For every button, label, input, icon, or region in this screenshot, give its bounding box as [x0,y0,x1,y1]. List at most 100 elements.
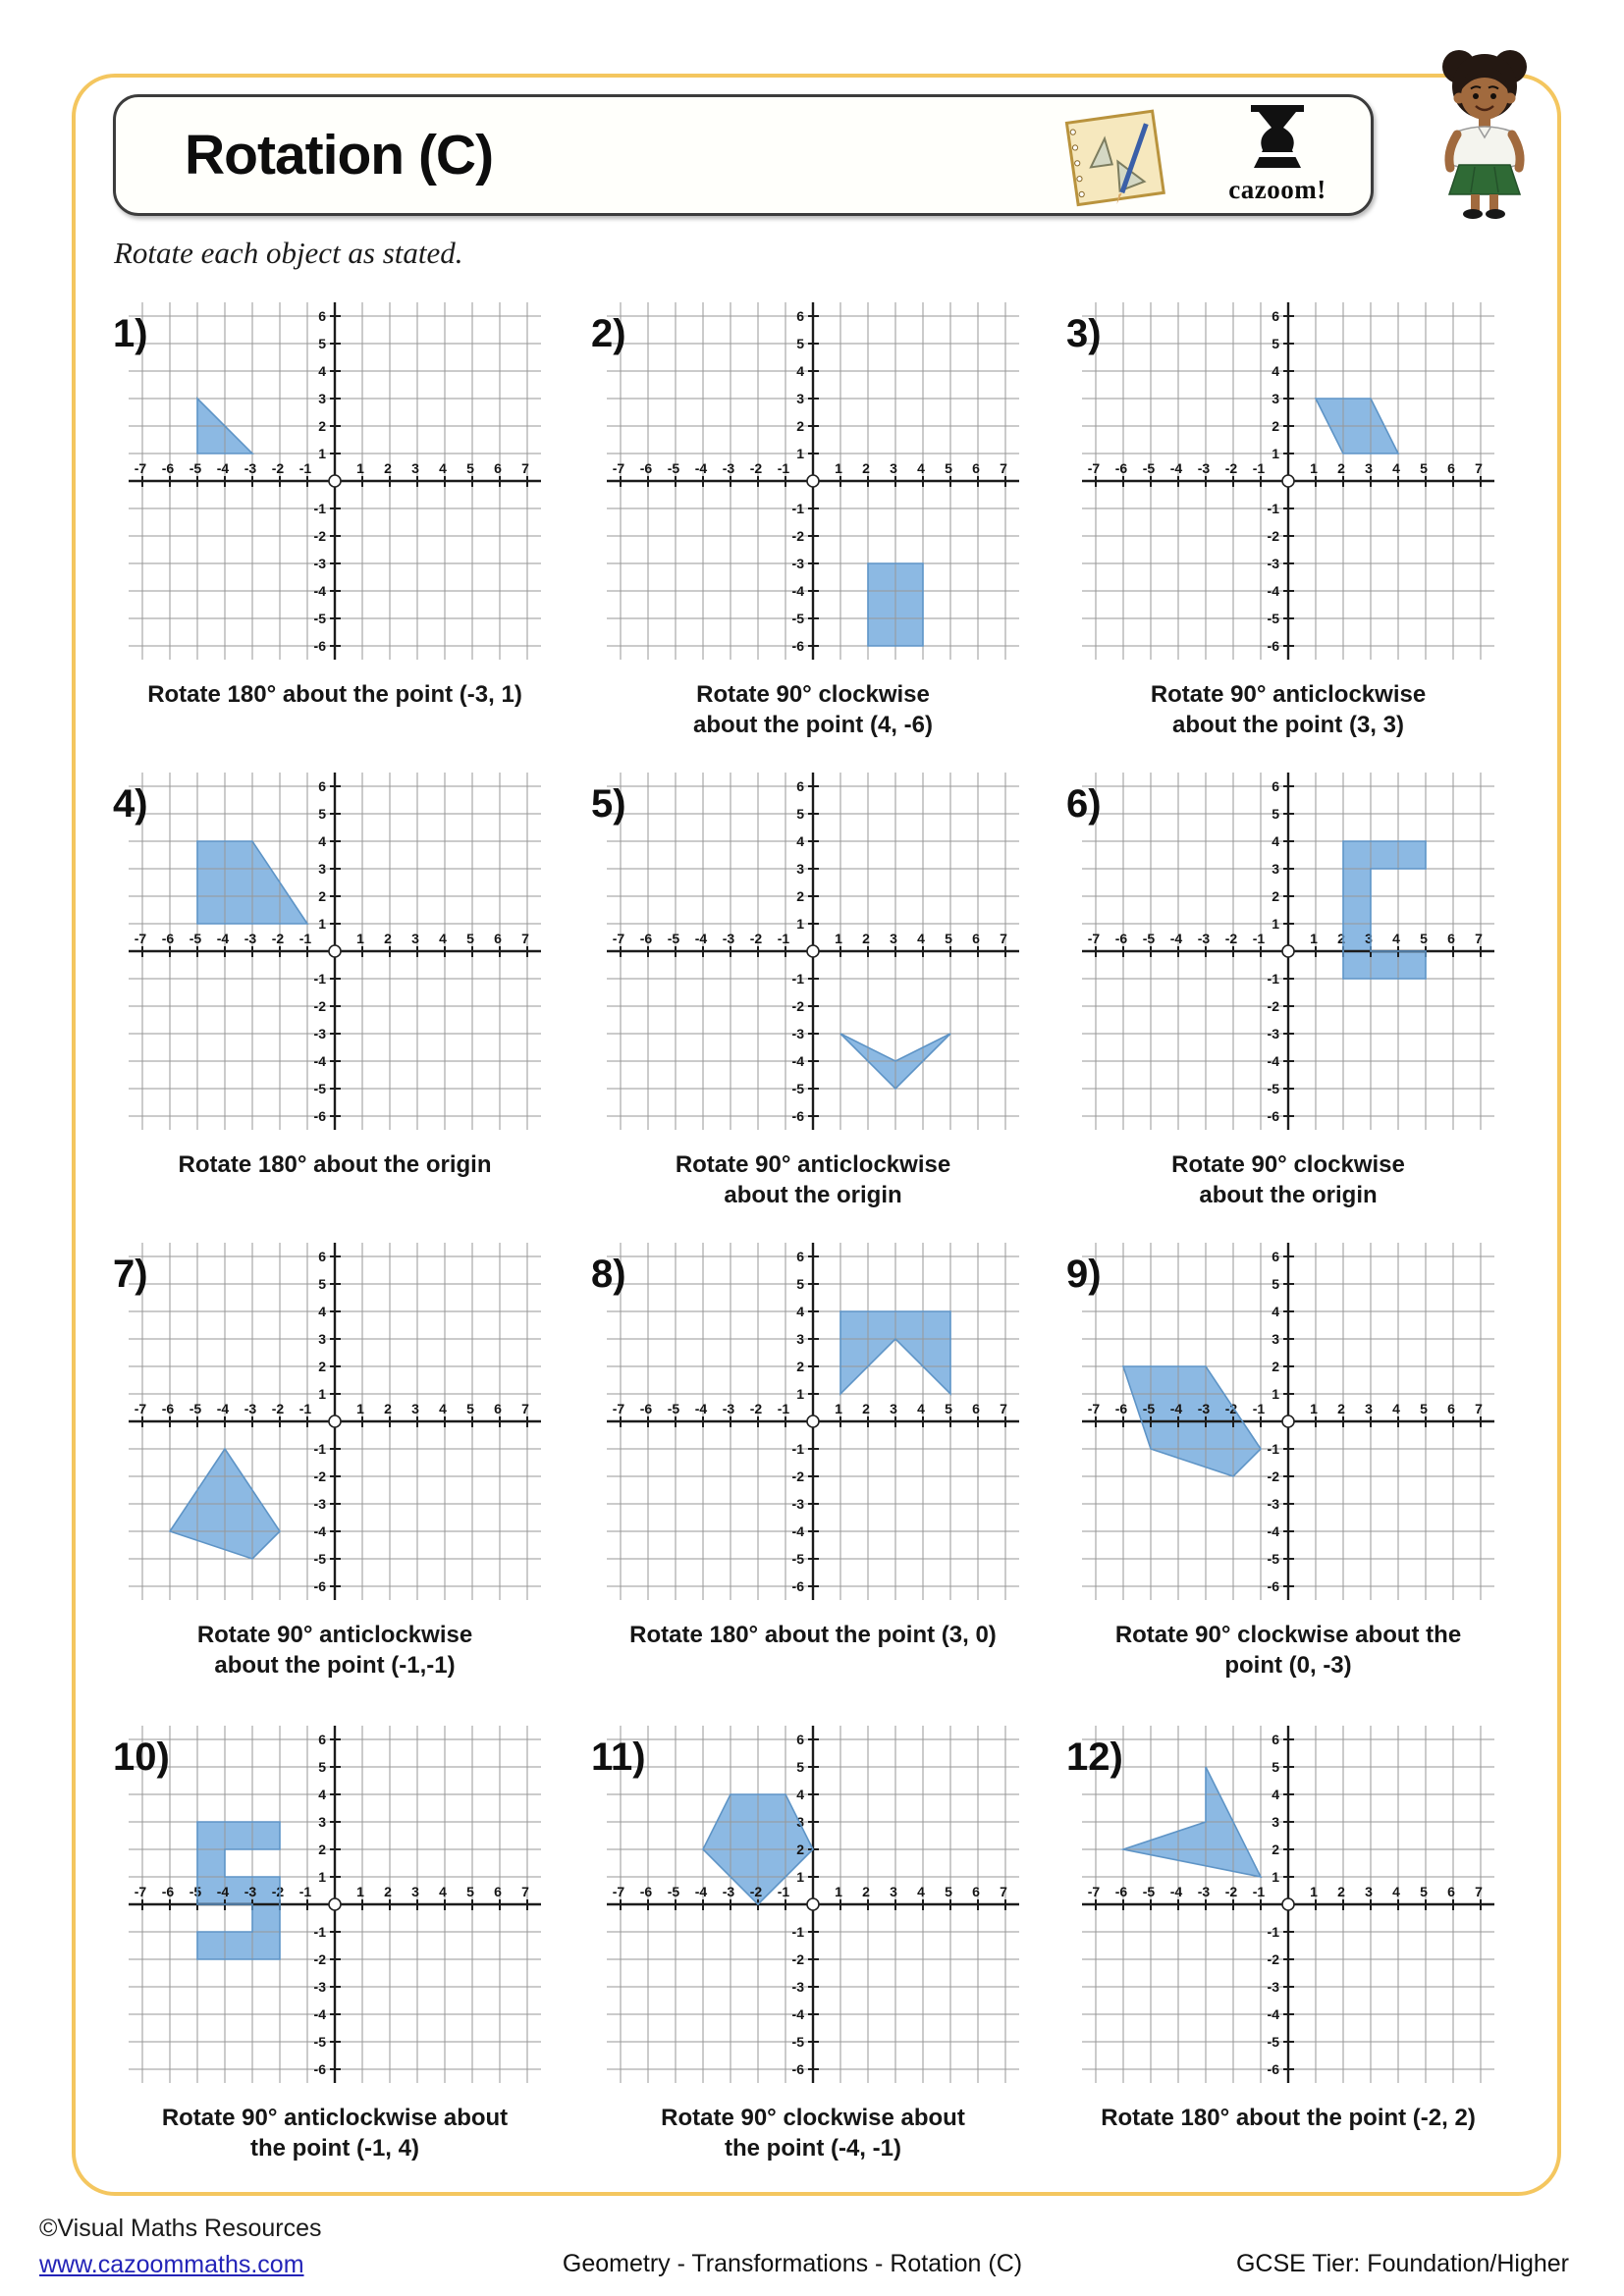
website-link[interactable]: www.cazoommaths.com [39,2251,304,2278]
svg-text:7: 7 [1475,1884,1483,1899]
svg-text:2: 2 [1337,1884,1345,1899]
svg-text:3: 3 [1272,861,1279,877]
svg-text:4: 4 [1272,1304,1279,1319]
problem-number: 1) [113,312,148,355]
svg-text:-6: -6 [314,2061,327,2077]
svg-text:-2: -2 [792,998,805,1014]
svg-text:3: 3 [411,1401,419,1416]
coordinate-grid: -7 -6 -5 -4 -3 -2 -1 1 2 3 4 5 6 7 -6 -5 -4 -3 -2 -1 1 2 3 4 5 6 [607,1726,1019,2083]
svg-text:2: 2 [862,1401,870,1416]
svg-text:6: 6 [1272,1249,1279,1264]
problem-caption: Rotate 180° about the point (3, 0) [629,1622,997,1648]
footer-attribution: ©Visual Maths Resources www.cazoommaths.… [39,2215,322,2279]
svg-text:-5: -5 [1268,1551,1280,1567]
svg-text:2: 2 [384,1884,392,1899]
svg-text:-6: -6 [640,1401,653,1416]
cazoom-vase-icon [1251,105,1304,168]
svg-text:3: 3 [796,1331,804,1347]
problem-caption: Rotate 90° anticlockwise about the point… [196,1622,473,1680]
svg-text:-4: -4 [217,1401,230,1416]
problem-4: -7 -6 -5 -4 -3 -2 -1 1 2 3 4 5 6 7 -6 -5 -4 -3 -2 -1 1 2 3 4 5 6 … [113,773,541,1234]
svg-text:5: 5 [1272,1276,1279,1292]
svg-text:-2: -2 [272,1884,285,1899]
svg-text:3: 3 [411,460,419,476]
problem-caption: Rotate 90° anticlockwise about the point… [1150,681,1427,739]
svg-text:3: 3 [411,1884,419,1899]
svg-text:5: 5 [796,336,804,351]
svg-text:3: 3 [318,391,326,406]
svg-text:4: 4 [1392,1884,1400,1899]
svg-text:-2: -2 [272,460,285,476]
svg-text:-7: -7 [135,1401,147,1416]
svg-text:-7: -7 [135,931,147,946]
svg-text:2: 2 [796,1359,804,1374]
svg-text:-2: -2 [314,528,327,544]
svg-text:-2: -2 [1268,1468,1280,1484]
problem-number: 12) [1066,1735,1123,1779]
svg-text:6: 6 [318,778,326,794]
svg-text:1: 1 [1272,916,1279,932]
svg-text:-7: -7 [135,1884,147,1899]
svg-text:-5: -5 [668,1884,680,1899]
svg-text:-2: -2 [272,931,285,946]
svg-text:6: 6 [318,308,326,324]
svg-text:-7: -7 [135,460,147,476]
coordinate-grid: -7 -6 -5 -4 -3 -2 -1 1 2 3 4 5 6 7 -6 -5 -4 -3 -2 -1 1 2 3 4 5 6 [607,302,1019,660]
svg-text:2: 2 [318,888,326,904]
svg-text:4: 4 [439,460,447,476]
svg-text:4: 4 [796,833,804,849]
svg-text:3: 3 [1365,1401,1373,1416]
svg-text:-4: -4 [314,2006,327,2022]
svg-text:-5: -5 [792,1081,805,1096]
problem-caption: Rotate 180° about the origin [178,1151,492,1178]
svg-text:-2: -2 [1225,1884,1238,1899]
svg-text:-6: -6 [162,1401,175,1416]
svg-text:4: 4 [439,1884,447,1899]
svg-text:7: 7 [521,460,529,476]
svg-text:-6: -6 [640,460,653,476]
svg-text:3: 3 [318,861,326,877]
svg-text:-3: -3 [314,1979,327,1995]
svg-text:5: 5 [318,1276,326,1292]
svg-text:-5: -5 [792,1551,805,1567]
svg-text:5: 5 [1272,336,1279,351]
svg-text:-3: -3 [1268,1496,1280,1512]
svg-text:4: 4 [1272,1787,1279,1802]
svg-text:5: 5 [466,1884,474,1899]
svg-text:6: 6 [972,931,980,946]
svg-text:-5: -5 [1268,611,1280,626]
svg-text:-1: -1 [299,460,312,476]
svg-text:-6: -6 [162,1884,175,1899]
svg-text:6: 6 [318,1249,326,1264]
svg-text:-3: -3 [723,460,735,476]
svg-text:3: 3 [318,1814,326,1830]
svg-text:-2: -2 [750,1401,763,1416]
svg-text:-6: -6 [792,638,805,654]
problem-number: 9) [1066,1253,1102,1296]
problem-caption: Rotate 90° clockwise about the point (4,… [693,681,933,739]
problem-number: 10) [113,1735,170,1779]
svg-text:-4: -4 [314,1053,327,1069]
svg-text:3: 3 [1272,391,1279,406]
svg-text:6: 6 [972,1884,980,1899]
svg-text:-6: -6 [792,1578,805,1594]
svg-text:2: 2 [862,1884,870,1899]
problem-9: -7 -6 -5 -4 -3 -2 -1 1 2 3 4 5 6 7 -6 -5 -4 -3 -2 -1 1 2 3 4 5 6 … [1066,1243,1494,1704]
svg-text:-7: -7 [613,931,625,946]
svg-text:-7: -7 [613,1884,625,1899]
svg-text:2: 2 [1272,418,1279,434]
svg-text:5: 5 [318,806,326,822]
problem-caption: Rotate 90° clockwise about the point (-4… [661,2105,965,2163]
problem-number: 5) [591,782,626,826]
problem-6: -7 -6 -5 -4 -3 -2 -1 1 2 3 4 5 6 7 -6 -5 -4 -3 -2 -1 1 2 3 4 5 6 … [1066,773,1494,1234]
svg-text:5: 5 [796,1276,804,1292]
svg-text:1: 1 [835,460,842,476]
svg-text:5: 5 [945,1401,952,1416]
svg-text:-5: -5 [189,1884,202,1899]
footer-tier: GCSE Tier: Foundation/Higher [1235,2250,1569,2277]
svg-text:1: 1 [796,1869,804,1885]
svg-text:-6: -6 [162,460,175,476]
svg-text:-3: -3 [1198,1401,1211,1416]
svg-text:-2: -2 [1225,460,1238,476]
svg-text:6: 6 [796,1732,804,1747]
